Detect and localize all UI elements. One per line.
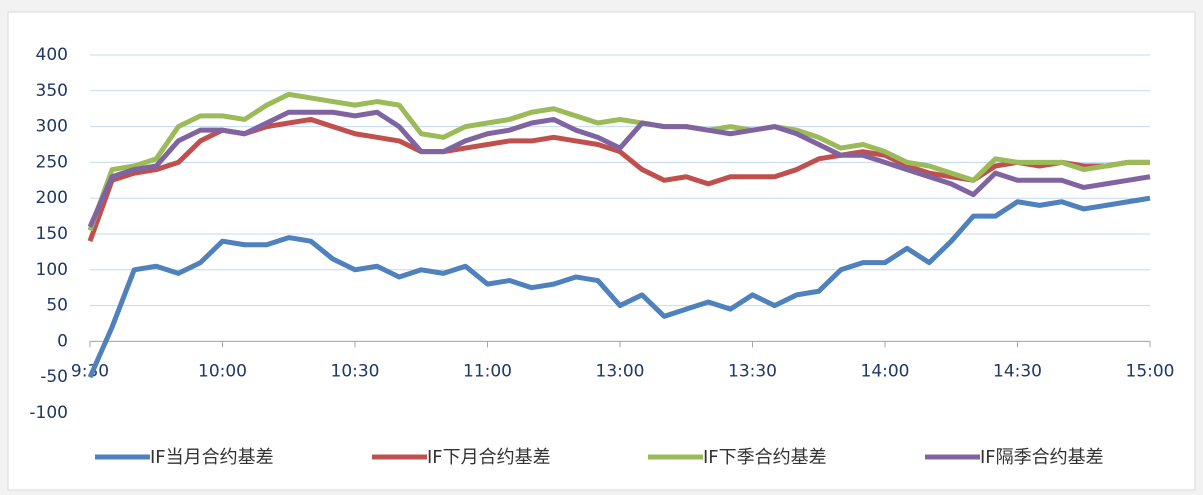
x-tick-label: 15:00 bbox=[1126, 361, 1175, 381]
legend-label: IF下月合约基差 bbox=[427, 447, 551, 468]
y-tick-label: -100 bbox=[29, 403, 68, 423]
x-tick-label: 13:30 bbox=[728, 361, 777, 381]
y-tick-label: 400 bbox=[36, 45, 68, 65]
y-tick-label: 50 bbox=[46, 296, 68, 316]
y-tick-label: 200 bbox=[36, 188, 68, 208]
y-tick-label: 350 bbox=[36, 81, 68, 101]
legend-label: IF下季合约基差 bbox=[703, 447, 827, 468]
chart-area bbox=[7, 11, 1196, 491]
series-line bbox=[87, 91, 1150, 232]
x-tick-label: 10:00 bbox=[198, 361, 247, 381]
y-tick-label: 0 bbox=[57, 331, 68, 351]
series-line bbox=[87, 109, 1151, 228]
y-tick-label: 300 bbox=[36, 117, 68, 137]
y-tick-label: 150 bbox=[36, 224, 68, 244]
x-tick-label: 10:30 bbox=[331, 361, 380, 381]
y-tick-label: -50 bbox=[40, 367, 68, 387]
y-tick-label: 100 bbox=[36, 260, 68, 280]
legend-label: IF当月合约基差 bbox=[150, 447, 274, 468]
x-tick-label: 13:00 bbox=[596, 361, 645, 381]
y-tick-label: 250 bbox=[36, 152, 68, 172]
series-line bbox=[87, 195, 1151, 379]
x-tick-label: 14:30 bbox=[993, 361, 1042, 381]
legend-label: IF隔季合约基差 bbox=[980, 447, 1104, 468]
x-tick-label: 11:00 bbox=[463, 361, 512, 381]
x-tick-label: 14:00 bbox=[861, 361, 910, 381]
